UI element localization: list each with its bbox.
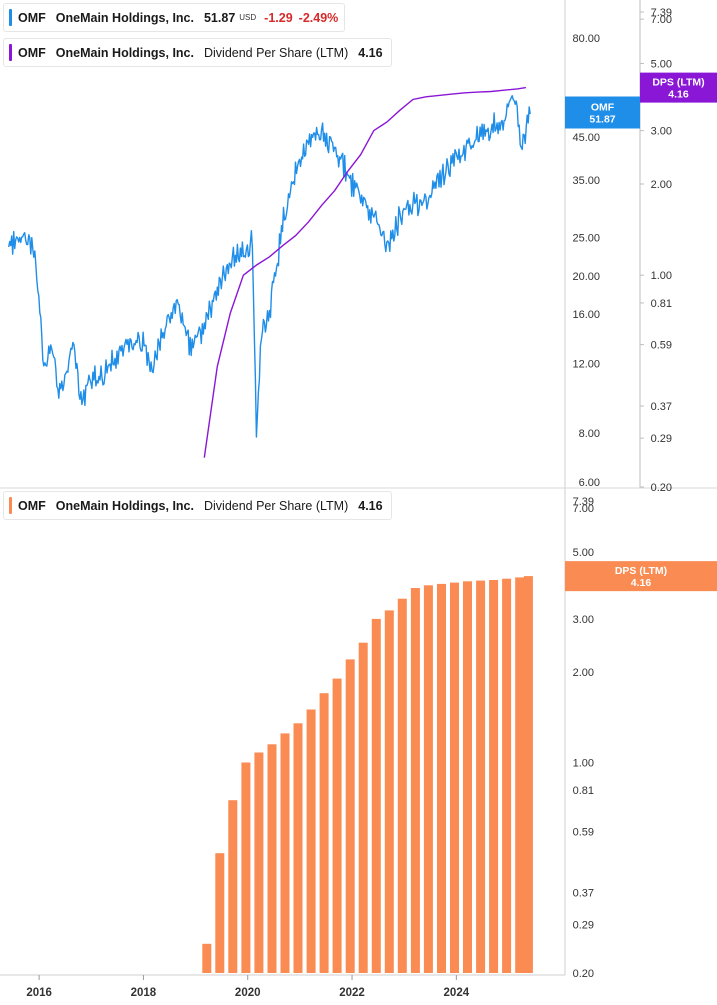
price-flag-value: 51.87 (589, 114, 615, 126)
dps-tick-label: 7.39 (651, 7, 672, 19)
x-tick-label: 2024 (444, 987, 470, 999)
dps-tick-label: 0.59 (651, 340, 672, 352)
dps-bar (397, 598, 407, 973)
bar-axis-tick-label: 0.59 (573, 827, 594, 839)
dps-tick-label: 2.00 (651, 179, 672, 191)
dps-legend-top-metric: Dividend Per Share (LTM) (203, 45, 349, 60)
dps-legend-top-value: 4.16 (358, 45, 383, 60)
dps-bar (332, 678, 342, 973)
price-legend[interactable]: OMF OneMain Holdings, Inc. 51.87 USD -1.… (3, 3, 346, 32)
bar-axis-tick-label: 7.39 (573, 496, 594, 508)
price-legend-ticker: OMF (18, 10, 46, 25)
dps-bar (306, 709, 316, 973)
dps-legend-top-swatch (9, 44, 12, 61)
dps-tick-label: 0.20 (651, 482, 672, 494)
dps-bar (423, 585, 433, 973)
dps-legend-bottom-company: OneMain Holdings, Inc. (55, 498, 194, 513)
dps-flag-bottom-label: DPS (LTM) (615, 565, 667, 577)
dps-bar (254, 752, 264, 973)
bar-axis-tick-label: 7.00 (573, 503, 594, 515)
x-tick-label: 2016 (26, 987, 52, 999)
dps-legend-top-company: OneMain Holdings, Inc. (55, 45, 194, 60)
dps-bar (371, 618, 381, 973)
dps-tick-label: 1.00 (651, 270, 672, 282)
dps-tick-label: 0.29 (651, 433, 672, 445)
price-tick-label: 6.00 (579, 477, 600, 489)
dps-bar (523, 576, 533, 973)
ticks-layer: 6.00 8.00 12.00 16.00 20.00 25.00 35.00 45.00 80… (26, 7, 672, 999)
dps-bar (202, 943, 212, 973)
dps-bar (293, 723, 303, 973)
bar-axis-tick-label: 2.00 (573, 667, 594, 679)
dps-tick-label: 0.81 (651, 298, 672, 310)
dps-bar (410, 588, 420, 973)
price-tick-label: 25.00 (572, 233, 600, 245)
price-tick-label: 35.00 (572, 175, 600, 187)
dps-flag-bottom: DPS (LTM)4.16 (565, 561, 717, 592)
dps-legend-bottom-ticker: OMF (18, 498, 46, 513)
price-tick-label: 20.00 (572, 271, 600, 283)
lines-layer (8, 86, 531, 458)
dps-tick-label: 0.37 (651, 401, 672, 413)
bar-axis-tick-label: 0.29 (573, 919, 594, 931)
dps-legend-bottom-value: 4.16 (358, 498, 383, 513)
dps-bar (241, 762, 251, 973)
dps-bar (319, 693, 329, 973)
dps-bar (437, 583, 446, 973)
bar-axis-tick-label: 0.81 (573, 785, 594, 797)
dps-bar (267, 744, 277, 973)
x-tick-label: 2018 (131, 987, 157, 999)
dps-flag-bottom-value: 4.16 (631, 577, 652, 589)
dps-bar (463, 581, 472, 973)
price-flag-label: OMF (591, 102, 615, 114)
axes-layer (0, 0, 717, 976)
price-tick-label: 8.00 (579, 428, 600, 440)
dps-tick-label: 3.00 (651, 126, 672, 138)
price-legend-swatch (9, 9, 12, 26)
dps-flag-top-label: DPS (LTM) (652, 77, 704, 89)
price-legend-value: 51.87 (203, 10, 236, 25)
bar-axis-tick-label: 1.00 (573, 758, 594, 770)
price-legend-change-pct: -2.49% (298, 10, 339, 25)
dps-flag-top-value: 4.16 (668, 89, 689, 101)
dps-bar (280, 733, 290, 973)
price-line (8, 94, 531, 438)
dps-legend-bottom-swatch (9, 497, 12, 514)
dps-legend-top-ticker: OMF (18, 45, 46, 60)
dps-tick-label: 5.00 (651, 58, 672, 70)
x-tick-label: 2020 (235, 987, 261, 999)
price-tick-label: 12.00 (572, 358, 600, 370)
dps-line (203, 86, 527, 458)
dps-bar (489, 580, 499, 973)
price-legend-company: OneMain Holdings, Inc. (55, 10, 194, 25)
bar-axis-tick-label: 3.00 (573, 614, 594, 626)
price-tick-label: 45.00 (572, 132, 600, 144)
bar-axis-tick-label: 0.37 (573, 888, 594, 900)
dps-bar (358, 642, 368, 973)
dps-legend-top[interactable]: OMF OneMain Holdings, Inc. Dividend Per … (3, 38, 392, 67)
price-tick-label: 80.00 (572, 33, 600, 45)
dps-tick-label: 7.00 (651, 14, 672, 26)
dps-bar (450, 582, 459, 973)
price-legend-currency: USD (239, 13, 257, 22)
dps-bar (228, 800, 238, 973)
dps-flag-top: DPS (LTM)4.16 (640, 72, 717, 103)
x-tick-label: 2022 (339, 987, 365, 999)
dps-bar (476, 580, 486, 973)
dps-legend-bottom[interactable]: OMF OneMain Holdings, Inc. Dividend Per … (3, 491, 392, 520)
bar-axis-tick-label: 5.00 (573, 547, 594, 559)
dps-bars (202, 576, 533, 973)
dps-bar (515, 577, 525, 973)
bar-axis-tick-label: 0.20 (573, 968, 594, 980)
dps-bar (502, 578, 512, 973)
dps-legend-bottom-metric: Dividend Per Share (LTM) (203, 498, 349, 513)
dps-bar (345, 659, 355, 973)
dps-bar (215, 853, 225, 973)
price-tick-label: 16.00 (572, 309, 600, 321)
price-legend-change: -1.29 (264, 10, 293, 25)
dps-bar (384, 610, 394, 973)
